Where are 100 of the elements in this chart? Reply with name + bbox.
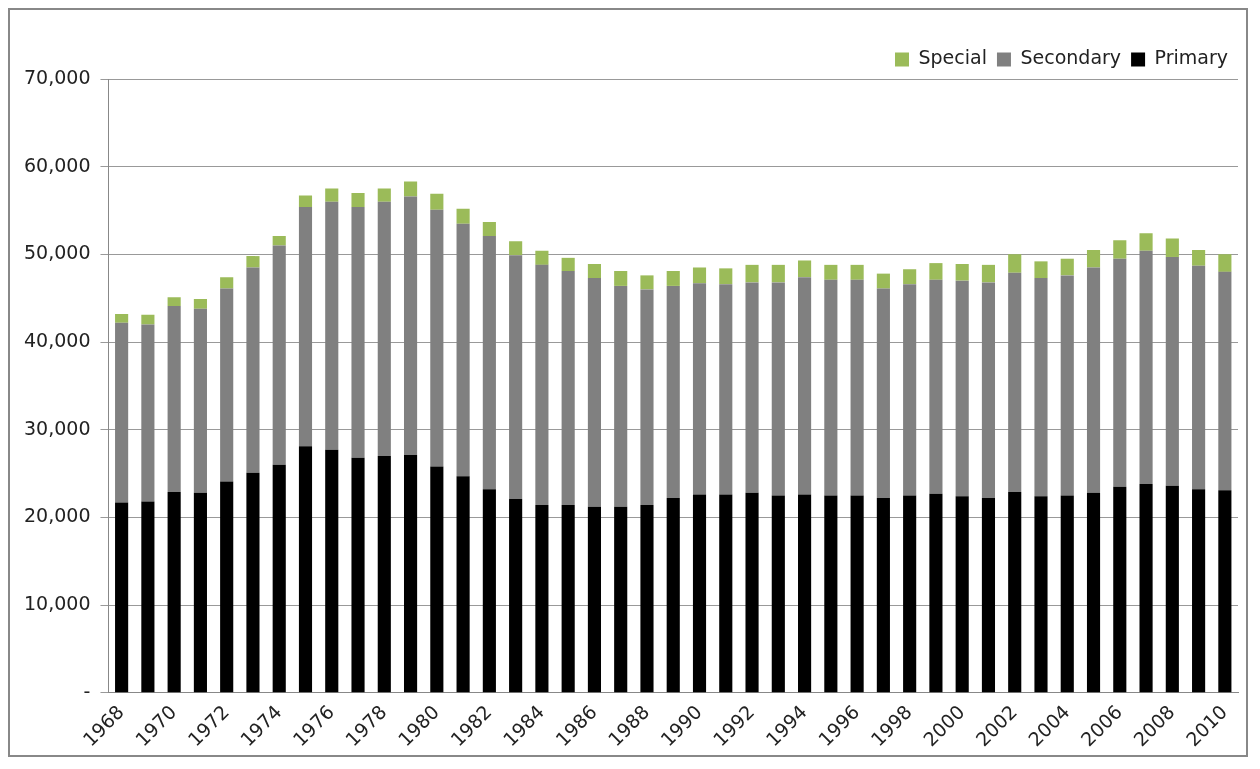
bar	[1008, 491, 1022, 693]
y-tick-label: 20,000	[24, 504, 91, 527]
bar	[220, 277, 234, 289]
bar	[981, 498, 996, 693]
y-tick-label: 60,000	[24, 153, 91, 176]
bar	[903, 495, 917, 693]
bar	[246, 267, 260, 473]
bar	[614, 506, 628, 693]
y-tick-label: 30,000	[24, 416, 91, 439]
bar	[692, 267, 707, 284]
bar	[587, 278, 601, 507]
bar	[1086, 267, 1101, 493]
bar	[430, 193, 444, 210]
bar	[876, 273, 890, 289]
bar	[325, 188, 339, 202]
bar	[1139, 233, 1153, 251]
y-tick-label: 40,000	[24, 328, 91, 351]
bar	[509, 255, 523, 499]
bar	[771, 264, 785, 283]
bar	[955, 496, 969, 693]
bar	[1139, 250, 1153, 485]
bar	[1192, 249, 1206, 266]
bar	[246, 472, 260, 693]
bar	[430, 466, 444, 693]
bar	[771, 282, 785, 496]
bar	[430, 209, 444, 467]
bar	[535, 250, 549, 265]
bar	[640, 505, 654, 693]
bar	[929, 493, 943, 693]
bar	[351, 207, 365, 458]
bar	[824, 279, 838, 496]
bar	[272, 235, 286, 246]
bar	[404, 181, 418, 197]
bar	[1034, 496, 1048, 693]
bar	[850, 279, 864, 496]
bar	[325, 201, 339, 450]
legend-label: Primary	[1154, 46, 1228, 69]
y-tick-label: -	[83, 679, 91, 702]
y-tick-label: 10,000	[24, 591, 91, 614]
bar	[298, 207, 313, 447]
bar	[167, 297, 181, 307]
bar	[509, 498, 523, 693]
bar	[456, 476, 470, 693]
bar	[587, 506, 601, 693]
bar	[1165, 256, 1179, 486]
bar	[561, 271, 575, 506]
bar	[193, 299, 207, 309]
bar	[1218, 271, 1232, 491]
bar	[1165, 485, 1179, 693]
bar	[561, 257, 575, 271]
bar	[1060, 258, 1074, 276]
bar	[719, 284, 733, 495]
bar	[482, 221, 496, 236]
bar	[456, 223, 470, 477]
bar	[1113, 486, 1127, 693]
bar	[1218, 490, 1232, 693]
bar	[377, 455, 391, 693]
bar	[666, 498, 680, 693]
bar	[1060, 495, 1074, 693]
bar	[141, 324, 155, 502]
bar	[535, 505, 549, 693]
y-tick-label: 70,000	[24, 65, 91, 88]
bar	[876, 288, 890, 499]
bar	[824, 495, 838, 693]
bar	[640, 289, 654, 506]
bar	[272, 464, 286, 693]
bar	[798, 277, 812, 495]
bar	[1218, 254, 1232, 272]
bar	[193, 492, 207, 693]
bar	[929, 279, 943, 494]
bar	[1008, 272, 1022, 492]
bar	[876, 498, 890, 693]
bar	[1192, 489, 1206, 693]
bar	[141, 314, 155, 325]
bar	[456, 208, 470, 224]
bar	[1060, 275, 1074, 496]
bar	[929, 263, 943, 280]
bar	[482, 489, 496, 693]
bar	[220, 288, 234, 482]
bar	[719, 494, 733, 693]
bar	[666, 271, 680, 286]
bar	[509, 241, 523, 256]
bar	[561, 505, 575, 693]
bar	[798, 260, 812, 278]
bar	[640, 275, 654, 290]
bar	[1008, 254, 1022, 273]
legend-label: Special	[918, 46, 987, 69]
bar	[981, 264, 996, 283]
bar	[1113, 240, 1127, 259]
bar	[666, 285, 680, 499]
bar	[220, 481, 234, 693]
bar	[850, 264, 864, 280]
bar	[141, 501, 155, 693]
bar	[719, 268, 733, 285]
bar	[167, 306, 181, 492]
bar	[377, 188, 391, 202]
bar	[1192, 265, 1206, 490]
bar	[1034, 261, 1048, 279]
legend-label: Secondary	[1020, 46, 1122, 69]
bar	[1165, 238, 1179, 257]
